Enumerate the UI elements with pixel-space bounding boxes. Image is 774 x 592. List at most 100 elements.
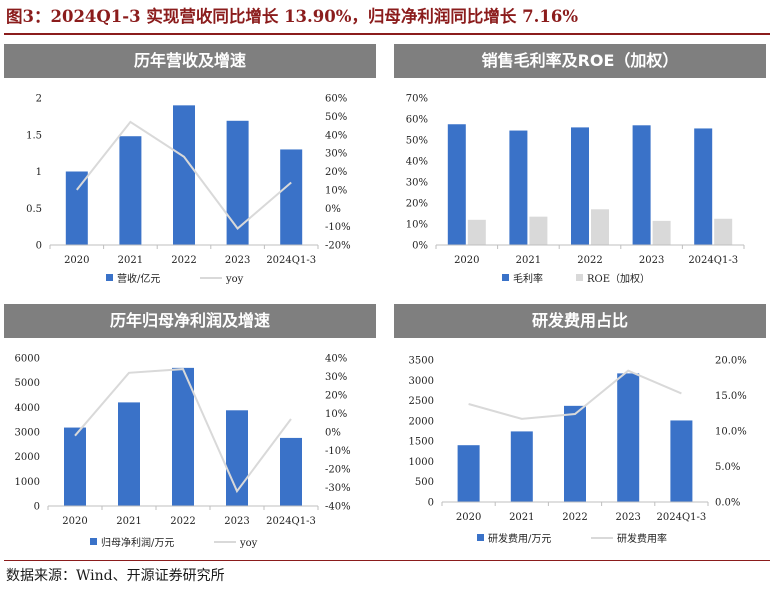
y-tick-label: 1000: [409, 457, 434, 468]
y2-tick-label: 30%: [325, 149, 347, 160]
legend-label: 研发费用/万元: [488, 532, 551, 545]
y2-tick-label: -10%: [325, 446, 351, 457]
y-tick-label: 2000: [409, 416, 434, 427]
bar: [714, 218, 733, 245]
y2-tick-label: 5.0%: [715, 462, 740, 473]
y-tick-label: 500: [415, 477, 434, 488]
y2-tick-label: 10%: [325, 409, 347, 420]
y-tick-label: 4000: [15, 403, 40, 414]
legend-label: yoy: [239, 538, 258, 549]
y-tick-label: 6000: [15, 354, 40, 365]
series-line: [468, 369, 682, 420]
bar: [467, 219, 486, 245]
legend-label: 归母净利润/万元: [101, 536, 174, 549]
y2-tick-label: -10%: [325, 222, 351, 233]
y-tick-label: 2: [36, 94, 42, 105]
panel-revenue: 历年营收及增速 0 0.5 1 1.5 2 -20% -10% 0% 10% 20% 30% 40% 5…: [4, 44, 378, 296]
x-tick-label: 2023: [639, 255, 664, 266]
bar: [226, 410, 248, 506]
y-tick-label: 2500: [409, 396, 434, 407]
y-tick-label: 3500: [409, 356, 434, 367]
y2-tick-label: 0%: [325, 428, 341, 439]
y-tick-label: 50%: [406, 136, 428, 147]
chart-rd: 0 500 1000 1500 2000 2500 3000 3500 0.0% 5.0% 10.0…: [409, 356, 747, 546]
bar: [632, 125, 651, 245]
chart-margin-roe: 0% 10% 20% 30% 40% 50% 60% 70% 2020 2021 2022 2023 2…: [406, 94, 745, 285]
bar: [564, 405, 586, 502]
y-tick-label: 0: [36, 241, 42, 252]
bar: [65, 171, 88, 245]
bar: [510, 431, 533, 502]
x-tick-label: 2022: [171, 255, 196, 266]
x-tick-label: 2020: [456, 512, 481, 523]
x-tick-label: 2021: [118, 255, 143, 266]
bottom-rule: [4, 560, 770, 561]
chart-net-profit: 0 1000 2000 3000 4000 5000 6000 -40% -30% -20% -10…: [15, 354, 351, 550]
y2-tick-label: 40%: [325, 354, 347, 365]
y-tick-label: 10%: [406, 220, 428, 231]
x-tick-label: 2022: [562, 512, 587, 523]
legend-swatch: [90, 538, 97, 545]
x-tick-label: 2023: [225, 255, 250, 266]
panel-title: 历年归母净利润及增速: [4, 304, 376, 338]
y2-tick-label: 10.0%: [715, 427, 747, 438]
y2-tick-label: 30%: [325, 372, 347, 383]
y-tick-label: 0: [34, 502, 40, 513]
panel-margin-roe: 销售毛利率及ROE（加权） 0% 10% 20% 30% 40% 50% 60% 70% 202…: [394, 44, 768, 296]
y-tick-label: 0%: [412, 241, 428, 252]
panel-rd: 研发费用占比 0 500 1000 1500 2000 2500 3000 3500 0.0% 5…: [394, 304, 768, 556]
y-tick-label: 60%: [406, 115, 428, 126]
y-tick-label: 2000: [15, 452, 40, 463]
x-tick-label: 2023: [224, 516, 249, 527]
x-tick-label: 2024Q1-3: [657, 512, 707, 523]
title-rule: [4, 33, 770, 35]
bar: [457, 445, 480, 502]
bar: [529, 216, 548, 245]
bar: [280, 437, 302, 506]
bar: [591, 209, 609, 245]
bar: [509, 130, 528, 245]
y-tick-label: 20%: [406, 199, 428, 210]
bar: [652, 220, 671, 245]
bar: [280, 149, 303, 245]
x-tick-label: 2024Q1-3: [266, 255, 316, 266]
panel-title: 历年营收及增速: [4, 44, 376, 78]
bar: [670, 420, 693, 502]
y2-tick-label: -40%: [325, 502, 351, 513]
y2-tick-label: -20%: [325, 241, 351, 252]
bar: [617, 373, 640, 502]
legend-swatch: [502, 274, 509, 281]
bar: [694, 128, 713, 245]
bar: [571, 127, 589, 245]
y2-tick-label: 60%: [325, 94, 347, 105]
y2-tick-label: 50%: [325, 112, 347, 123]
y-tick-label: 40%: [406, 157, 428, 168]
x-tick-label: 2021: [116, 516, 141, 527]
bar: [226, 120, 249, 245]
y2-tick-label: 15.0%: [715, 391, 747, 402]
legend-label: 毛利率: [513, 272, 543, 285]
x-tick-label: 2020: [454, 255, 479, 266]
legend-swatch: [576, 274, 583, 281]
panel-title: 销售毛利率及ROE（加权）: [394, 44, 766, 78]
legend-label: 营收/亿元: [117, 272, 160, 285]
legend-label: ROE（加权）: [587, 272, 650, 285]
x-tick-label: 2022: [577, 255, 602, 266]
y-tick-label: 3000: [409, 376, 434, 387]
bar: [119, 136, 142, 245]
y-tick-label: 70%: [406, 94, 428, 105]
y-tick-label: 3000: [15, 428, 40, 439]
x-tick-label: 2021: [509, 512, 534, 523]
x-tick-label: 2021: [516, 255, 541, 266]
y-tick-label: 1.5: [26, 130, 42, 141]
x-tick-label: 2020: [62, 516, 87, 527]
bar: [118, 402, 140, 506]
bar: [64, 427, 86, 506]
series-line: [76, 120, 292, 230]
bar: [172, 367, 194, 506]
x-tick-label: 2022: [170, 516, 195, 527]
legend-swatch: [477, 534, 484, 541]
legend-label: yoy: [225, 274, 244, 285]
y2-tick-label: 20%: [325, 391, 347, 402]
bar: [447, 124, 466, 245]
